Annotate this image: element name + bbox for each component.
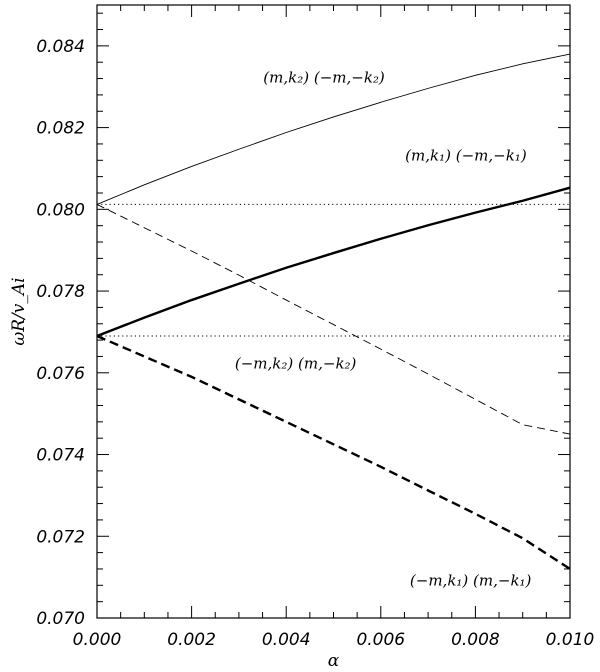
series-line-thick-solid [96,186,571,338]
axis-ticks [96,5,571,619]
annotation-label: (m,k₁) (−m,−k₁) [405,146,527,164]
series-line-thin-solid [96,53,571,205]
x-tick-labels: 0.000 0.002 0.004 0.006 0.008 0.010 [73,630,595,650]
y-tick-label: 0.072 [36,527,85,547]
y-axis-label: ωR/v_Ai [9,277,29,345]
y-tick-label: 0.082 [36,119,85,139]
series-line-thick-dashed [96,334,571,570]
y-tick-label: 0.080 [36,200,85,220]
x-tick-label: 0.002 [167,630,216,650]
x-tick-label: 0.000 [73,630,122,650]
x-axis-label: α [328,651,340,671]
y-tick-label: 0.074 [36,446,85,466]
x-tick-label: 0.008 [451,630,500,650]
x-tick-label: 0.010 [546,630,595,650]
y-tick-label: 0.070 [36,609,85,629]
annotations: (m,k₂) (−m,−k₂) (m,k₁) (−m,−k₁) (−m,k₂) (m… [235,69,532,590]
y-tick-label: 0.078 [36,282,85,302]
plot-frame [96,4,571,619]
y-tick-label: 0.076 [36,364,85,384]
y-tick-label: 0.084 [36,37,85,57]
series-layer [96,53,571,570]
y-tick-labels: 0.070 0.072 0.074 0.076 0.078 0.080 0.082 0.084 [36,37,85,629]
series-line-thin-dashed [96,204,571,435]
x-tick-label: 0.006 [356,630,405,650]
x-tick-label: 0.004 [262,630,311,650]
annotation-label: (−m,k₂) (m,−k₂) [235,355,357,373]
annotation-label: (−m,k₁) (m,−k₁) [410,571,532,589]
annotation-label: (m,k₂) (−m,−k₂) [263,69,385,87]
